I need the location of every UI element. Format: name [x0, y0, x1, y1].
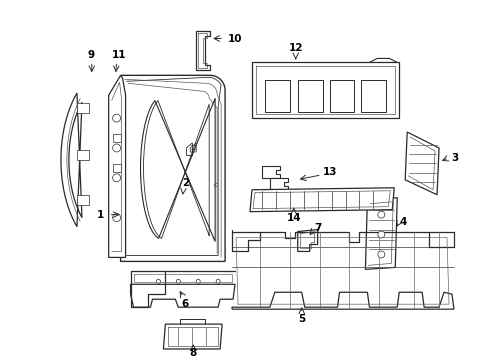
Bar [112, 164, 121, 172]
Circle shape [216, 279, 220, 283]
Circle shape [377, 211, 384, 218]
Text: 8: 8 [189, 348, 197, 358]
Bar [77, 195, 89, 205]
Polygon shape [232, 292, 453, 309]
Circle shape [196, 279, 200, 283]
Polygon shape [249, 188, 393, 212]
Polygon shape [251, 62, 398, 118]
Bar [77, 103, 89, 113]
Text: 3: 3 [450, 153, 458, 163]
Text: 6: 6 [182, 299, 188, 309]
Text: 4: 4 [399, 217, 406, 226]
Text: 10: 10 [227, 33, 242, 44]
Polygon shape [108, 75, 125, 257]
Text: 9: 9 [87, 50, 94, 60]
Text: 11: 11 [111, 50, 125, 60]
Bar [264, 80, 289, 112]
Bar [77, 150, 89, 160]
Text: 1: 1 [97, 210, 104, 220]
Polygon shape [262, 166, 279, 178]
Text: 12: 12 [288, 44, 303, 53]
Text: 13: 13 [322, 167, 336, 177]
Polygon shape [297, 230, 317, 251]
Circle shape [112, 174, 121, 182]
Circle shape [377, 251, 384, 258]
Circle shape [112, 213, 121, 222]
Polygon shape [61, 93, 82, 227]
Polygon shape [163, 324, 222, 349]
Polygon shape [140, 98, 215, 242]
Bar [297, 80, 322, 112]
Circle shape [112, 144, 121, 152]
Text: 5: 5 [298, 314, 305, 324]
Polygon shape [196, 31, 210, 70]
Circle shape [156, 279, 160, 283]
Text: 2: 2 [182, 178, 188, 188]
Circle shape [176, 279, 180, 283]
Polygon shape [130, 284, 235, 307]
Text: 7: 7 [313, 222, 321, 233]
Text: c: c [213, 182, 217, 188]
Text: 14: 14 [286, 213, 301, 222]
Circle shape [377, 231, 384, 238]
Bar [329, 80, 354, 112]
Bar [361, 80, 386, 112]
Circle shape [112, 114, 121, 122]
Polygon shape [405, 132, 438, 195]
Polygon shape [269, 178, 287, 190]
Polygon shape [121, 75, 224, 261]
Bar [112, 134, 121, 142]
Polygon shape [365, 198, 396, 269]
